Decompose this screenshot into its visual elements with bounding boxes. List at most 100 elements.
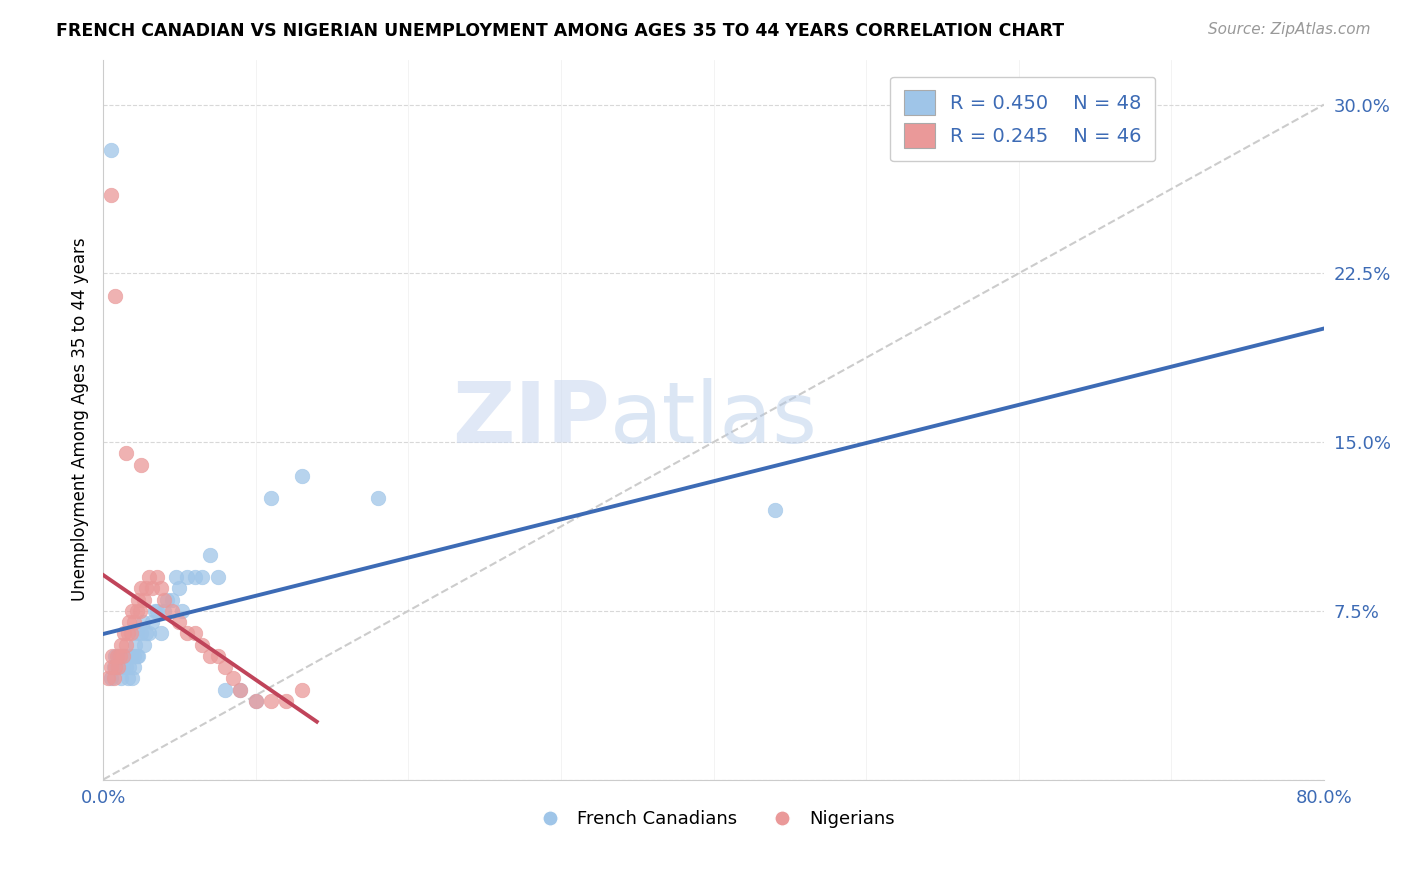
Point	[127, 592, 149, 607]
Point	[122, 615, 145, 629]
Point	[97, 671, 120, 685]
Point	[110, 671, 132, 685]
Point	[176, 570, 198, 584]
Point	[145, 604, 167, 618]
Point	[367, 491, 389, 506]
Point	[138, 626, 160, 640]
Point	[100, 143, 122, 157]
Point	[129, 626, 152, 640]
Point	[153, 592, 176, 607]
Point	[100, 187, 122, 202]
Point	[150, 626, 173, 640]
Legend: French Canadians, Nigerians: French Canadians, Nigerians	[524, 803, 903, 836]
Point	[118, 615, 141, 629]
Point	[160, 592, 183, 607]
Text: atlas: atlas	[610, 378, 818, 461]
Point	[150, 582, 173, 596]
Point	[245, 694, 267, 708]
Point	[107, 660, 129, 674]
Point	[191, 570, 214, 584]
Point	[127, 648, 149, 663]
Point	[124, 638, 146, 652]
Point	[229, 682, 252, 697]
Point	[141, 582, 163, 596]
Point	[260, 491, 283, 506]
Point	[103, 671, 125, 685]
Point	[100, 660, 122, 674]
Point	[114, 626, 136, 640]
Point	[198, 648, 221, 663]
Point	[198, 548, 221, 562]
Point	[111, 660, 134, 674]
Point	[107, 648, 129, 663]
Point	[117, 626, 139, 640]
Point	[105, 648, 128, 663]
Point	[214, 660, 236, 674]
Point	[125, 604, 148, 618]
Point	[129, 458, 152, 472]
Point	[121, 604, 143, 618]
Point	[100, 671, 122, 685]
Point	[290, 682, 312, 697]
Point	[183, 626, 205, 640]
Point	[121, 671, 143, 685]
Point	[207, 648, 229, 663]
Point	[115, 446, 138, 460]
Point	[141, 615, 163, 629]
Point	[183, 570, 205, 584]
Point	[125, 648, 148, 663]
Point	[165, 570, 187, 584]
Point	[120, 648, 142, 663]
Point	[118, 660, 141, 674]
Point	[160, 604, 183, 618]
Point	[117, 671, 139, 685]
Point	[145, 570, 167, 584]
Point	[103, 660, 125, 674]
Point	[122, 660, 145, 674]
Point	[191, 638, 214, 652]
Point	[214, 682, 236, 697]
Point	[138, 570, 160, 584]
Point	[135, 582, 157, 596]
Point	[129, 582, 152, 596]
Point	[134, 592, 156, 607]
Point	[169, 582, 191, 596]
Point	[125, 626, 148, 640]
Point	[153, 604, 176, 618]
Text: Source: ZipAtlas.com: Source: ZipAtlas.com	[1208, 22, 1371, 37]
Point	[122, 648, 145, 663]
Point	[260, 694, 283, 708]
Point	[135, 626, 157, 640]
Point	[110, 638, 132, 652]
Point	[101, 648, 124, 663]
Point	[763, 502, 786, 516]
Point	[107, 660, 129, 674]
Point	[115, 638, 138, 652]
Point	[245, 694, 267, 708]
Point	[115, 648, 138, 663]
Text: FRENCH CANADIAN VS NIGERIAN UNEMPLOYMENT AMONG AGES 35 TO 44 YEARS CORRELATION C: FRENCH CANADIAN VS NIGERIAN UNEMPLOYMENT…	[56, 22, 1064, 40]
Point	[143, 604, 166, 618]
Point	[111, 648, 134, 663]
Point	[115, 660, 138, 674]
Point	[176, 626, 198, 640]
Point	[169, 615, 191, 629]
Point	[276, 694, 298, 708]
Point	[156, 592, 179, 607]
Point	[134, 638, 156, 652]
Point	[104, 648, 127, 663]
Point	[172, 604, 194, 618]
Point	[120, 626, 142, 640]
Point	[222, 671, 245, 685]
Point	[104, 289, 127, 303]
Y-axis label: Unemployment Among Ages 35 to 44 years: Unemployment Among Ages 35 to 44 years	[72, 238, 89, 601]
Point	[114, 648, 136, 663]
Point	[104, 660, 127, 674]
Point	[229, 682, 252, 697]
Point	[207, 570, 229, 584]
Point	[132, 615, 155, 629]
Point	[290, 468, 312, 483]
Point	[128, 604, 150, 618]
Point	[108, 648, 131, 663]
Text: ZIP: ZIP	[451, 378, 610, 461]
